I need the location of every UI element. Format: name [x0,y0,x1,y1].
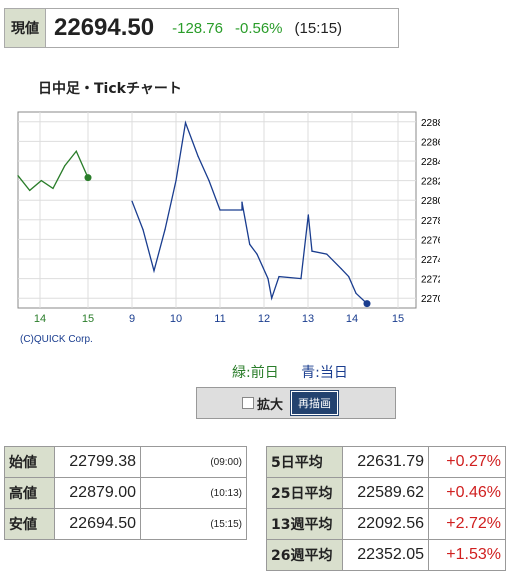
price-label: 現値 [5,9,46,47]
y-tick-label: 22840 [421,157,440,168]
x-tick-label: 9 [129,313,135,325]
current-price: 22694.50 [54,14,155,41]
y-tick-label: 22880 [421,118,440,129]
data-point [131,200,133,202]
data-point [278,276,280,278]
y-tick-label: 22700 [421,294,440,305]
average-row: 5日平均 22631.79 +0.27% [266,446,506,478]
average-label: 5日平均 [266,446,343,478]
stat-value: 22879.00 [54,477,141,509]
stat-label: 高値 [4,477,55,509]
data-point [142,229,144,231]
x-tick-label: 14 [34,313,46,325]
moving-average-table: 5日平均 22631.79 +0.27% 25日平均 22589.62 +0.46… [266,446,506,571]
data-point [164,229,166,231]
zoom-label: 拡大 [257,397,284,413]
price-time: (15:15) [294,19,343,37]
x-tick-label: 12 [258,313,270,325]
data-point [271,297,273,299]
price-change: -128.76 [172,19,223,37]
data-point [219,209,221,211]
stats-row: 安値 22694.50 (15:15) [4,508,247,540]
zoom-checkbox[interactable] [242,397,254,409]
stats-row: 始値 22799.38 (09:00) [4,446,247,478]
x-tick-label: 13 [302,313,314,325]
stat-label: 安値 [4,508,55,540]
data-point [249,243,251,245]
average-value: 22631.79 [342,446,429,478]
copyright: (C)QUICK Corp. [20,334,93,345]
x-tick-label: 15 [82,313,94,325]
data-point [153,270,155,272]
average-label: 25日平均 [266,477,343,509]
y-tick-label: 22720 [421,275,440,286]
y-tick-label: 22760 [421,235,440,246]
data-point [52,187,54,190]
data-point [256,253,258,255]
average-pct: +0.27% [428,446,506,478]
y-tick-label: 22780 [421,216,440,227]
legend-current-day: 青:当日 [301,365,348,381]
stat-time: (10:13) [140,477,247,509]
average-label: 13週平均 [266,508,343,540]
stats-row: 高値 22879.00 (10:13) [4,477,247,509]
data-point [307,214,309,216]
data-point [208,180,210,182]
data-point [17,175,19,177]
average-value: 22352.05 [342,539,429,571]
stat-value: 22694.50 [54,508,141,540]
data-point [355,292,357,294]
data-point [241,209,243,211]
price-header: 現値 22694.50 -128.76 -0.56% (15:15) [4,8,399,48]
average-row: 25日平均 22589.62 +0.46% [266,477,506,509]
data-point [326,253,328,255]
data-point [197,155,199,157]
data-point [363,300,371,308]
intraday-chart: 22880 22860 22840 22820 22800 22780 22760 22740… [17,111,440,325]
y-tick-label: 22860 [421,137,440,148]
stat-value: 22799.38 [54,446,141,478]
plot-area [17,111,417,309]
chart-title: 日中足・Tickチャート [38,81,182,97]
data-point [340,268,342,270]
chart-controls: 拡大 再描画 [196,387,396,419]
stat-time: (15:15) [140,508,247,540]
redraw-button[interactable]: 再描画 [290,390,340,416]
average-pct: +2.72% [428,508,506,540]
x-tick-label: 15 [392,313,404,325]
average-pct: +1.53% [428,539,506,571]
data-point [241,201,243,203]
average-row: 13週平均 22092.56 +2.72% [266,508,506,540]
data-point [184,122,187,124]
data-point [84,174,92,182]
x-tick-label: 10 [170,313,182,325]
data-point [75,150,77,152]
x-tick-label: 11 [214,313,225,325]
stat-time: (09:00) [140,446,247,478]
y-tick-label: 22740 [421,255,440,266]
chart-legend: 緑:前日 青:当日 [232,362,348,382]
data-point [311,250,313,252]
price-change-pct: -0.56% [234,19,283,37]
current-day-line [131,120,368,305]
y-tick-label: 22820 [421,177,440,188]
data-point [348,276,350,278]
legend-previous-day: 緑:前日 [232,365,279,381]
data-point [64,165,66,167]
data-point [175,180,177,182]
x-tick-label: 14 [346,313,358,325]
data-point [40,180,42,182]
average-pct: +0.46% [428,477,506,509]
data-point [267,278,269,280]
stat-label: 始値 [4,446,55,478]
average-value: 22092.56 [342,508,429,540]
y-tick-label: 22800 [421,196,440,207]
average-row: 26週平均 22352.05 +1.53% [266,539,506,571]
average-label: 26週平均 [266,539,343,571]
data-point [29,189,31,191]
price-stats-table: 始値 22799.38 (09:00) 高値 22879.00 (10:13) 安値… [4,446,247,540]
average-value: 22589.62 [342,477,429,509]
data-point [300,278,302,280]
